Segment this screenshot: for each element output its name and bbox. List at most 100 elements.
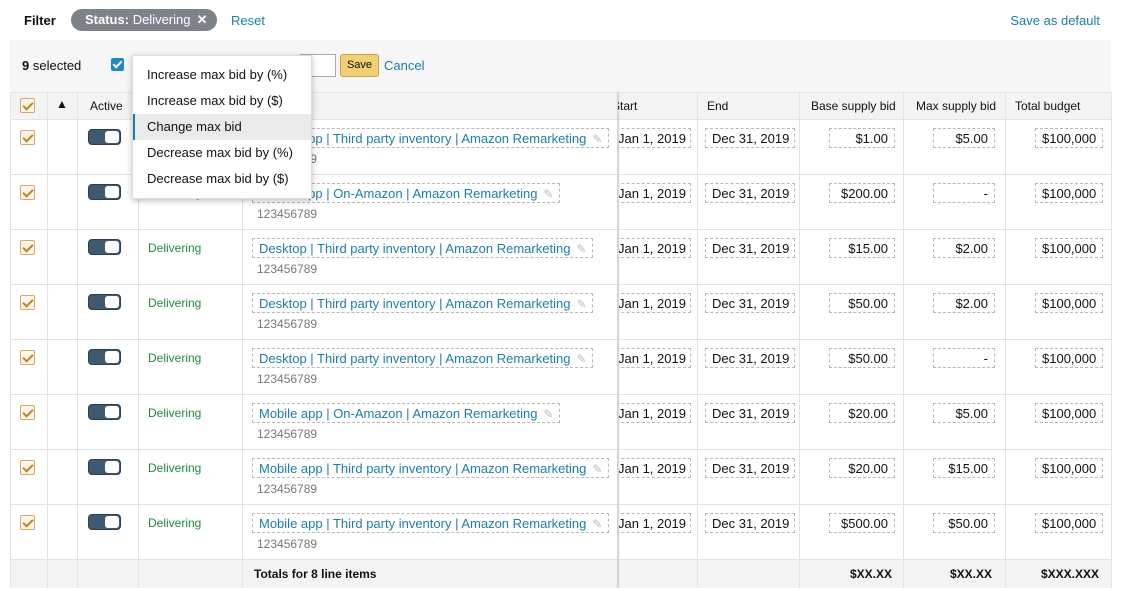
row-checkbox[interactable] <box>20 240 35 255</box>
total-budget[interactable]: $100,000 <box>1035 128 1103 148</box>
base-bid[interactable]: $20.00 <box>829 403 895 423</box>
end-date[interactable]: Dec 31, 2019 <box>705 348 795 368</box>
totals-row <box>10 559 1111 588</box>
start-date[interactable]: Jan 1, 2019 <box>619 238 691 258</box>
column-divider <box>1005 92 1006 588</box>
max-bid[interactable]: $15.00 <box>933 458 995 478</box>
status: Delivering <box>148 516 202 530</box>
edit-icon: ✎ <box>576 352 587 366</box>
row-checkbox[interactable] <box>20 185 35 200</box>
active-toggle[interactable] <box>88 239 121 255</box>
max-bid[interactable]: $5.00 <box>933 128 995 148</box>
row-divider <box>10 92 1111 93</box>
end-date[interactable]: Dec 31, 2019 <box>705 293 795 313</box>
total-budget[interactable]: $100,000 <box>1035 183 1103 203</box>
name-field[interactable]: Desktop | Third party inventory | Amazon… <box>252 348 594 368</box>
menu-item[interactable]: Decrease max bid by ($) <box>147 171 289 186</box>
name: Mobile app | Third party inventory | Ama… <box>259 461 587 476</box>
max-bid[interactable]: $2.00 <box>933 293 995 313</box>
selected-text: selected <box>32 58 82 73</box>
row-divider <box>10 449 1111 450</box>
row-checkbox[interactable] <box>20 515 35 530</box>
cancel-link[interactable]: Cancel <box>384 58 425 73</box>
base-bid[interactable]: $15.00 <box>829 238 895 258</box>
end-date[interactable]: Dec 31, 2019 <box>705 513 795 533</box>
name-field[interactable]: Mobile app | Third party inventory | Ama… <box>252 513 610 533</box>
column-divider <box>77 92 78 588</box>
start-date[interactable]: Jan 1, 2019 <box>619 128 691 148</box>
clip: Start <box>618 92 697 119</box>
max-bid[interactable]: $5.00 <box>933 403 995 423</box>
base-bid[interactable]: $200.00 <box>829 183 895 203</box>
total-budget[interactable]: $100,000 <box>1035 293 1103 313</box>
chip-close[interactable]: ✕ <box>196 12 208 27</box>
menu-item[interactable]: Decrease max bid by (%) <box>147 145 293 160</box>
clip: Jan 1, 2019 <box>619 403 697 425</box>
clip: Jan 1, 2019 <box>619 458 697 480</box>
line-item-id: 123456789 <box>257 482 318 496</box>
base-bid[interactable]: $500.00 <box>829 513 895 533</box>
menu-item[interactable]: Increase max bid by (%) <box>147 67 288 82</box>
total-budget[interactable]: $100,000 <box>1035 458 1103 478</box>
total-budget[interactable]: $100,000 <box>1035 403 1103 423</box>
end-date[interactable]: Dec 31, 2019 <box>705 183 795 203</box>
row-checkbox[interactable] <box>20 405 35 420</box>
column-header: Active <box>90 99 123 113</box>
active-toggle[interactable] <box>88 129 121 145</box>
row-checkbox[interactable] <box>20 460 35 475</box>
start-date[interactable]: Jan 1, 2019 <box>619 293 691 313</box>
start-date[interactable]: Jan 1, 2019 <box>619 403 691 423</box>
active-toggle[interactable] <box>88 349 121 365</box>
menu-item[interactable]: Change max bid <box>133 114 311 140</box>
name-field[interactable]: Mobile app | On-Amazon | Amazon Remarket… <box>252 403 561 423</box>
start-date[interactable]: Jan 1, 2019 <box>619 458 691 478</box>
chip-key: Status: <box>85 12 130 27</box>
bulk-checkbox[interactable] <box>111 58 124 71</box>
max-bid[interactable]: - <box>933 348 995 368</box>
edit-icon: ✎ <box>592 462 603 476</box>
active-toggle[interactable] <box>88 294 121 310</box>
end-date[interactable]: Dec 31, 2019 <box>705 403 795 423</box>
max-bid[interactable]: $2.00 <box>933 238 995 258</box>
row-checkbox[interactable] <box>20 295 35 310</box>
row-checkbox[interactable] <box>20 350 35 365</box>
base-bid[interactable]: $20.00 <box>829 458 895 478</box>
base-bid[interactable]: $1.00 <box>829 128 895 148</box>
edit-icon: ✎ <box>543 407 554 421</box>
save-default-link[interactable]: Save as default <box>1010 13 1100 28</box>
total-budget[interactable]: $100,000 <box>1035 238 1103 258</box>
active-toggle[interactable] <box>88 404 121 420</box>
line-item-id: 123456789 <box>257 537 318 551</box>
max-bid[interactable]: - <box>933 183 995 203</box>
edit-icon: ✎ <box>576 242 587 256</box>
max-bid[interactable]: $50.00 <box>933 513 995 533</box>
clip: Jan 1, 2019 <box>619 513 697 535</box>
row-divider <box>10 284 1111 285</box>
end-date[interactable]: Dec 31, 2019 <box>705 128 795 148</box>
active-toggle[interactable] <box>88 184 121 200</box>
row-checkbox[interactable] <box>20 130 35 145</box>
filter-chip[interactable]: Status: Delivering ✕ <box>71 9 217 31</box>
base-bid[interactable]: $50.00 <box>829 293 895 313</box>
name-field[interactable]: Desktop | Third party inventory | Amazon… <box>252 238 594 258</box>
header-checkbox[interactable] <box>20 98 35 113</box>
name-field[interactable]: Desktop | Third party inventory | Amazon… <box>252 293 594 313</box>
save-button[interactable]: Save <box>340 54 379 77</box>
name-field[interactable]: Mobile app | On-Amazon | Amazon Remarket… <box>252 183 561 203</box>
column-divider <box>799 92 800 588</box>
start-date[interactable]: Jan 1, 2019 <box>619 513 691 533</box>
total-budget[interactable]: $100,000 <box>1035 348 1103 368</box>
start-date[interactable]: Jan 1, 2019 <box>619 183 691 203</box>
base-bid[interactable]: $50.00 <box>829 348 895 368</box>
start-date[interactable]: Jan 1, 2019 <box>619 348 691 368</box>
total-budget[interactable]: $100,000 <box>1035 513 1103 533</box>
end-date[interactable]: Dec 31, 2019 <box>705 238 795 258</box>
active-toggle[interactable] <box>88 459 121 475</box>
menu-item[interactable]: Increase max bid by ($) <box>147 93 283 108</box>
reset-link[interactable]: Reset <box>231 13 265 28</box>
column-divider <box>697 92 698 588</box>
active-toggle[interactable] <box>88 514 121 530</box>
clip: Jan 1, 2019 <box>619 128 697 150</box>
end-date[interactable]: Dec 31, 2019 <box>705 458 795 478</box>
name-field[interactable]: Mobile app | Third party inventory | Ama… <box>252 458 610 478</box>
